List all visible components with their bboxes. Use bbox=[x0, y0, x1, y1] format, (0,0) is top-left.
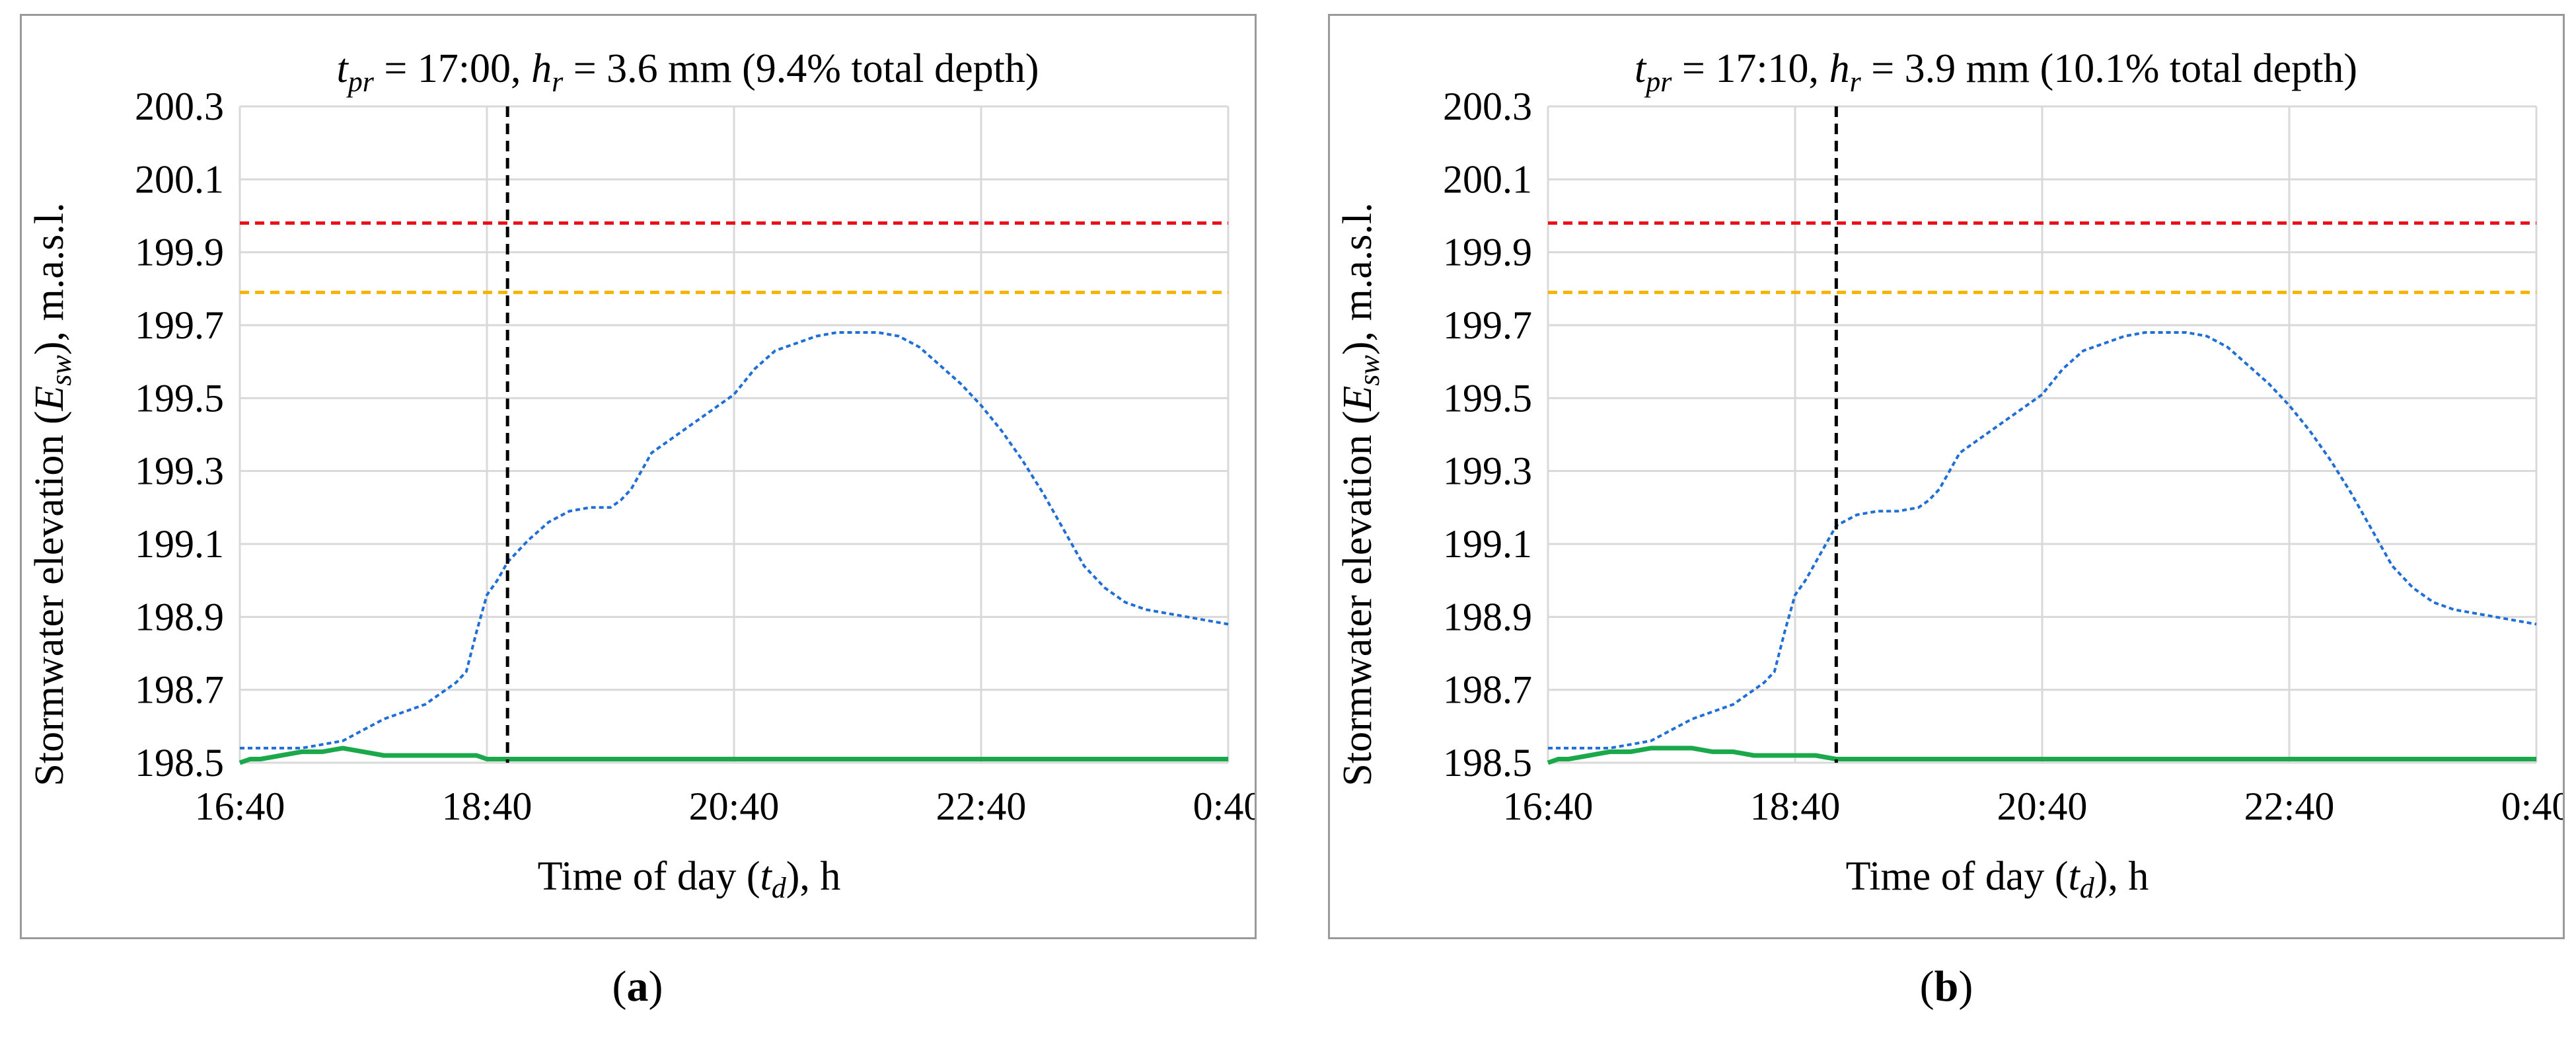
y-tick-label: 198.9 bbox=[135, 595, 224, 638]
y-tick-label: 199.7 bbox=[135, 303, 224, 347]
x-tick-label: 18:40 bbox=[1750, 785, 1841, 828]
y-tick-label: 198.5 bbox=[1443, 741, 1532, 785]
data-series bbox=[1547, 331, 2537, 765]
chart-title: tpr = 17:00, hr = 3.6 mm (9.4% total dep… bbox=[337, 46, 1039, 98]
y-tick-label: 199.5 bbox=[1443, 376, 1532, 420]
chart-panel-b: 198.5 198.7 198.9 199.1 199.3 199.5 199.7 199.9… bbox=[1328, 14, 2565, 939]
y-tick-labels: 198.5 198.7 198.9 199.1 199.3 199.5 199.7 199.9… bbox=[135, 85, 224, 785]
stormwater-elevation-line bbox=[1548, 331, 2537, 750]
stormwater-elevation-line bbox=[240, 331, 1229, 750]
caption-b: (b) bbox=[1919, 962, 1973, 1011]
green-level-line bbox=[1547, 746, 2536, 765]
y-tick-label: 200.1 bbox=[135, 157, 224, 201]
y-tick-label: 199.1 bbox=[1443, 522, 1532, 566]
x-tick-label: 22:40 bbox=[2244, 785, 2335, 828]
y-tick-labels: 198.5 198.7 198.9 199.1 199.3 199.5 199.7 199.9… bbox=[1443, 85, 1532, 785]
y-axis-label: Stormwater elevation (Esw), m.a.s.l. bbox=[1335, 202, 1385, 786]
x-tick-labels: 16:40 18:40 20:40 22:40 0:40 bbox=[195, 785, 1255, 828]
y-tick-label: 199.3 bbox=[135, 449, 224, 493]
chart-svg-a: 198.5 198.7 198.9 199.1 199.3 199.5 199.7 199.9… bbox=[27, 46, 1255, 904]
threshold-lines bbox=[1548, 221, 2536, 294]
x-tick-label: 0:40 bbox=[2501, 785, 2563, 828]
x-tick-label: 16:40 bbox=[195, 785, 285, 828]
y-tick-label: 199.3 bbox=[1443, 449, 1532, 493]
x-tick-label: 22:40 bbox=[936, 785, 1027, 828]
grid-lines bbox=[239, 105, 1230, 764]
y-tick-label: 199.5 bbox=[135, 376, 224, 420]
threshold-lines bbox=[240, 221, 1228, 294]
y-tick-label: 198.9 bbox=[1443, 595, 1532, 638]
chart-panel-a: 198.5 198.7 198.9 199.1 199.3 199.5 199.7 199.9… bbox=[20, 14, 1257, 939]
green-level-line bbox=[239, 746, 1228, 765]
y-tick-label: 199.7 bbox=[1443, 303, 1532, 347]
y-tick-label: 198.7 bbox=[1443, 668, 1532, 712]
chart-svg-b: 198.5 198.7 198.9 199.1 199.3 199.5 199.7 199.9… bbox=[1335, 46, 2563, 904]
y-tick-label: 200.3 bbox=[1443, 85, 1532, 128]
y-tick-label: 198.5 bbox=[135, 741, 224, 785]
x-axis-label: Time of day (td), h bbox=[1846, 854, 2149, 904]
y-tick-label: 199.9 bbox=[1443, 231, 1532, 274]
x-tick-label: 0:40 bbox=[1193, 785, 1255, 828]
x-tick-labels: 16:40 18:40 20:40 22:40 0:40 bbox=[1503, 785, 2563, 828]
data-series bbox=[239, 331, 1229, 765]
y-tick-label: 200.1 bbox=[1443, 157, 1532, 201]
caption-a: (a) bbox=[612, 962, 663, 1011]
y-tick-label: 200.3 bbox=[135, 85, 224, 128]
y-tick-label: 199.1 bbox=[135, 522, 224, 566]
x-tick-label: 20:40 bbox=[1997, 785, 2088, 828]
x-tick-label: 18:40 bbox=[442, 785, 533, 828]
chart-title: tpr = 17:10, hr = 3.9 mm (10.1% total de… bbox=[1635, 46, 2357, 98]
x-axis-label: Time of day (td), h bbox=[538, 854, 841, 904]
x-tick-label: 20:40 bbox=[689, 785, 780, 828]
grid-lines bbox=[1547, 105, 2538, 764]
y-axis-label: Stormwater elevation (Esw), m.a.s.l. bbox=[27, 202, 77, 786]
y-tick-label: 199.9 bbox=[135, 231, 224, 274]
y-tick-label: 198.7 bbox=[135, 668, 224, 712]
x-tick-label: 16:40 bbox=[1503, 785, 1594, 828]
